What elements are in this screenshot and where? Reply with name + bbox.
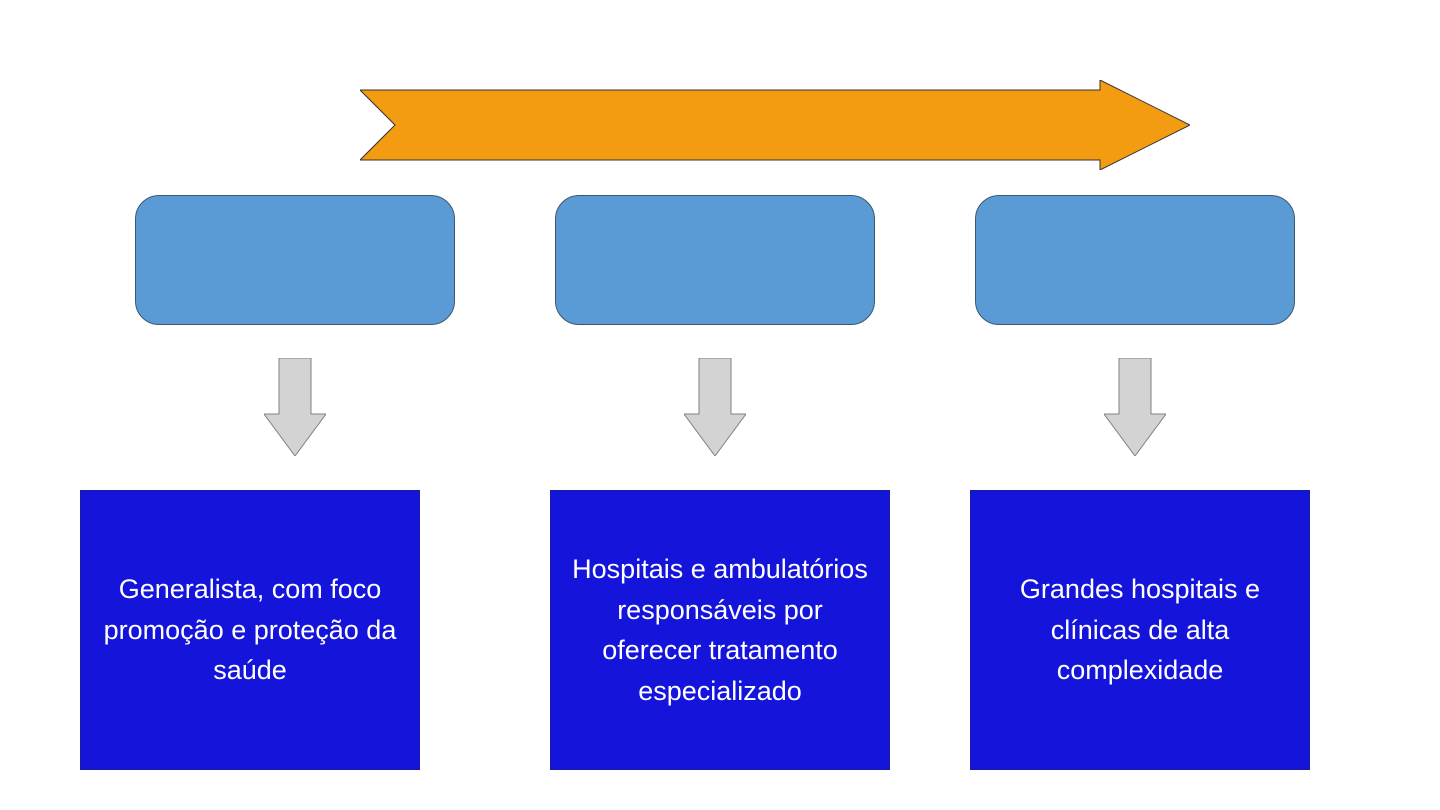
desc-text-2: Hospitais e ambulatórios responsáveis po…: [569, 549, 871, 711]
desc-box-1: Generalista, com foco promoção e proteçã…: [80, 490, 420, 770]
down-arrow-1: [264, 358, 326, 456]
level-box-1: [135, 195, 455, 325]
desc-box-3: Grandes hospitais e clínicas de alta com…: [970, 490, 1310, 770]
diagram-canvas: Generalista, com foco promoção e proteçã…: [0, 0, 1440, 810]
level-box-3: [975, 195, 1295, 325]
down-arrow-2: [684, 358, 746, 456]
level-box-2: [555, 195, 875, 325]
desc-text-1: Generalista, com foco promoção e proteçã…: [99, 569, 401, 691]
desc-box-2: Hospitais e ambulatórios responsáveis po…: [550, 490, 890, 770]
desc-text-3: Grandes hospitais e clínicas de alta com…: [989, 569, 1291, 691]
down-arrow-3: [1104, 358, 1166, 456]
progress-arrow: [360, 80, 1190, 170]
